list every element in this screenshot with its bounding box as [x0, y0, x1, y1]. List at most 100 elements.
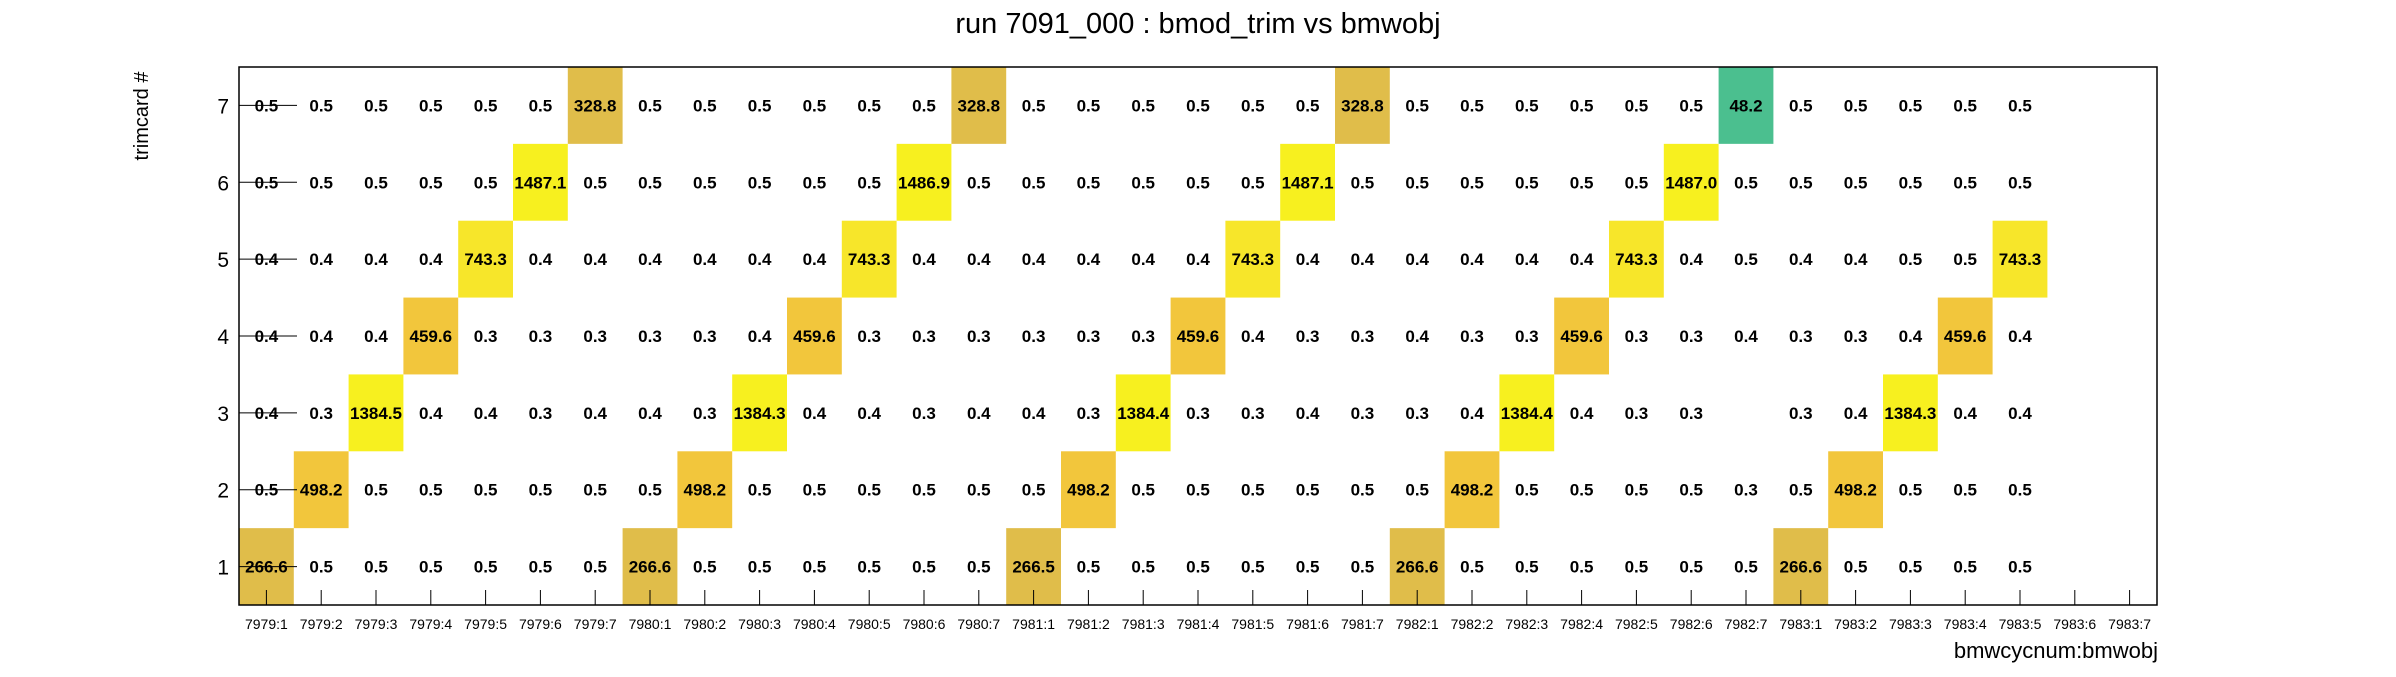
cell-value-label: 0.3	[1351, 327, 1375, 346]
cell-value-label: 0.5	[857, 481, 881, 500]
heatmap-cell	[1115, 374, 1171, 452]
cell-value-label: 0.4	[255, 250, 279, 269]
cell-value-label: 0.4	[693, 250, 717, 269]
cell-value-label: 0.5	[693, 558, 717, 577]
cell-value-label: 0.5	[474, 558, 498, 577]
cell-value-label: 0.5	[583, 481, 607, 500]
cell-value-label: 0.5	[364, 96, 388, 115]
cell-value-label: 0.5	[474, 96, 498, 115]
cell-value-label: 0.5	[912, 96, 936, 115]
cell-value-label: 0.5	[638, 96, 662, 115]
cell-value-label: 0.4	[1022, 404, 1046, 423]
heatmap-cell	[403, 297, 459, 375]
cell-value-label: 0.4	[638, 404, 662, 423]
cell-value-label: 0.5	[1789, 96, 1813, 115]
heatmap-cell	[1170, 297, 1226, 375]
x-tick-label: 7980:5	[848, 616, 891, 632]
y-tick-label: 1	[217, 557, 229, 580]
cell-value-label: 0.5	[1625, 558, 1649, 577]
cell-value-label: 0.5	[1515, 481, 1539, 500]
cell-value-label: 0.5	[1460, 173, 1484, 192]
x-tick-label: 7981:2	[1067, 616, 1110, 632]
heatmap-cell	[293, 451, 349, 529]
cell-value-label: 0.5	[1241, 481, 1265, 500]
heatmap-cell	[513, 143, 568, 221]
heatmap-cell	[1554, 297, 1609, 375]
cell-value-label: 1487.0	[1665, 173, 1717, 192]
cell-value-label: 0.5	[693, 96, 717, 115]
cell-value-label: 0.5	[1186, 558, 1210, 577]
heatmap-cell	[348, 374, 404, 452]
cell-value-label: 0.5	[967, 558, 991, 577]
cell-value-label: 0.3	[1131, 327, 1155, 346]
cell-value-label: 0.3	[1679, 404, 1703, 423]
cell-value-label: 0.5	[1022, 96, 1046, 115]
cell-value-label: 498.2	[1834, 481, 1877, 500]
x-tick-label: 7983:6	[2053, 616, 2096, 632]
cell-value-label: 0.5	[1899, 96, 1923, 115]
cell-value-label: 0.4	[419, 404, 443, 423]
cell-value-label: 0.5	[638, 173, 662, 192]
heatmap-cell	[1335, 67, 1390, 144]
cell-value-label: 0.5	[474, 173, 498, 192]
y-tick-label: 3	[217, 403, 229, 426]
cell-value-label: 0.5	[583, 173, 607, 192]
cell-value-label: 0.3	[693, 404, 717, 423]
cell-value-label: 0.3	[1077, 327, 1101, 346]
cell-value-label: 0.5	[1405, 481, 1429, 500]
cell-value-label: 328.8	[1341, 96, 1384, 115]
cell-value-label: 459.6	[1177, 327, 1220, 346]
cell-value-label: 0.5	[1131, 173, 1155, 192]
cell-value-label: 0.5	[2008, 96, 2032, 115]
cell-value-label: 0.5	[748, 96, 772, 115]
cell-value-label: 0.3	[583, 327, 607, 346]
cell-value-label: 0.4	[364, 327, 388, 346]
cell-value-label: 1486.9	[898, 173, 950, 192]
cell-value-label: 1487.1	[1282, 173, 1334, 192]
cell-value-label: 0.5	[1351, 173, 1375, 192]
heatmap-cell	[1444, 451, 1500, 529]
x-tick-label: 7979:4	[409, 616, 452, 632]
cell-value-label: 0.4	[967, 250, 991, 269]
cell-value-label: 0.3	[1077, 404, 1101, 423]
cell-value-label: 0.4	[1844, 250, 1868, 269]
heatmap-cell	[732, 374, 787, 452]
cell-value-label: 0.5	[1022, 481, 1046, 500]
x-tick-label: 7982:5	[1615, 616, 1658, 632]
cell-value-label: 0.3	[309, 404, 333, 423]
x-axis-title: bmwcycnum:bmwobj	[1954, 638, 2158, 663]
cell-value-label: 0.5	[1077, 558, 1101, 577]
cell-value-label: 0.5	[529, 96, 553, 115]
cell-value-label: 498.2	[684, 481, 727, 500]
x-tick-label: 7980:6	[903, 616, 946, 632]
heatmap-cell	[1663, 143, 1719, 221]
cell-value-label: 0.5	[1351, 481, 1375, 500]
x-tick-label: 7981:1	[1012, 616, 1055, 632]
x-tick-label: 7980:4	[793, 616, 836, 632]
x-tick-label: 7979:1	[245, 616, 288, 632]
cell-value-label: 0.4	[583, 404, 607, 423]
cell-value-label: 0.3	[1405, 404, 1429, 423]
cell-value-label: 0.5	[1734, 558, 1758, 577]
cell-value-label: 0.3	[1022, 327, 1046, 346]
cell-value-label: 0.5	[857, 96, 881, 115]
cell-value-label: 743.3	[848, 250, 891, 269]
cell-value-label: 0.4	[1131, 250, 1155, 269]
cell-value-label: 0.5	[1296, 558, 1320, 577]
cell-value-label: 0.3	[529, 404, 553, 423]
cell-value-label: 0.4	[638, 250, 662, 269]
cell-value-label: 0.5	[693, 173, 717, 192]
cell-value-label: 0.4	[1405, 250, 1429, 269]
cell-value-label: 0.4	[474, 404, 498, 423]
cell-value-label: 0.5	[1844, 173, 1868, 192]
x-tick-label: 7983:4	[1944, 616, 1987, 632]
cell-value-label: 0.5	[1131, 481, 1155, 500]
cell-value-label: 0.3	[1241, 404, 1265, 423]
heatmap-cell	[1718, 67, 1774, 144]
cell-value-label: 0.4	[529, 250, 553, 269]
axis-ticks: 7979:1 7979:2 7979:3 7979:4 7979:5 7979:6 7979…	[217, 95, 2151, 632]
cell-value-label: 743.3	[464, 250, 507, 269]
cell-value-label: 0.5	[255, 96, 279, 115]
cell-value-label: 0.5	[1570, 173, 1594, 192]
cell-value-label: 0.4	[1022, 250, 1046, 269]
